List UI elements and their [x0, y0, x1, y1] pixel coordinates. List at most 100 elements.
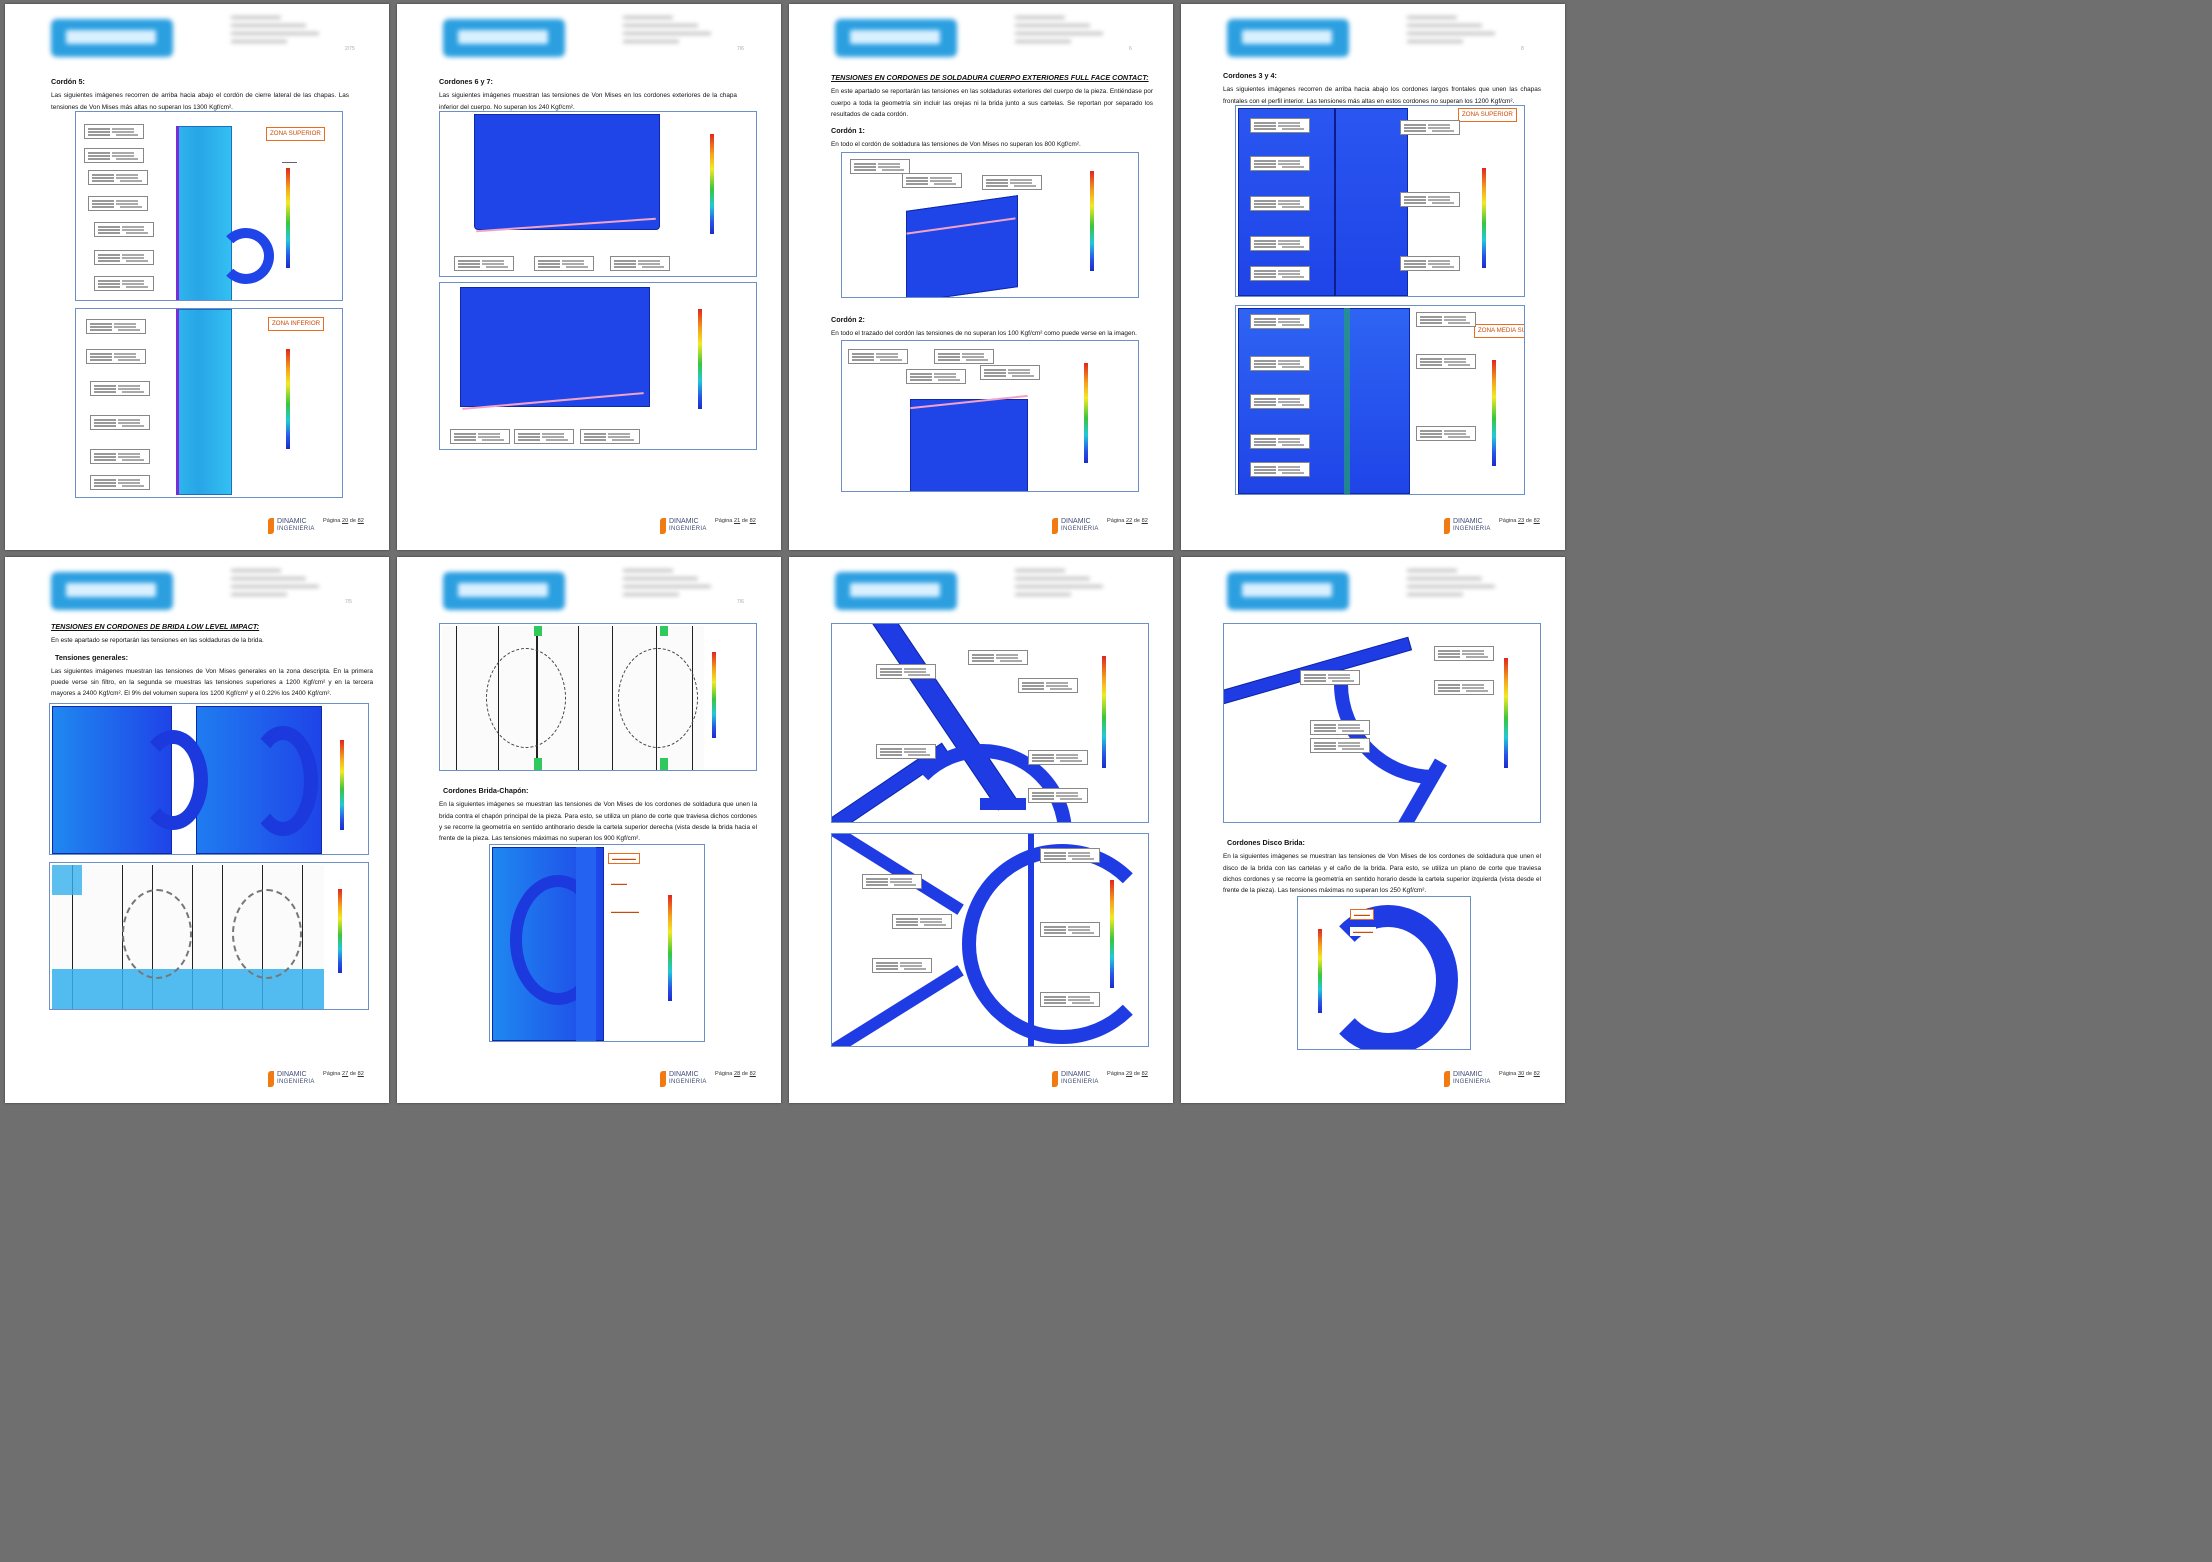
probe-label — [876, 664, 936, 679]
probe-label — [862, 874, 922, 889]
section-heading: Cordón 5: — [51, 77, 85, 86]
probe-label — [1250, 156, 1310, 171]
probe-label — [90, 381, 150, 396]
callout-label: ▬▬▬▬ — [1350, 909, 1374, 921]
callout-label: ▬▬▬▬▬▬▬ — [608, 907, 642, 917]
fea-figure-bottom[interactable]: ZONA MEDIA SUPERIOR — [1235, 305, 1525, 495]
header-page-ref: 7/6 — [737, 46, 744, 52]
company-logo — [1227, 572, 1349, 610]
company-logo — [51, 572, 173, 610]
callout-label: ▬▬▬▬ — [608, 879, 630, 889]
page-thumbnail[interactable]: 6 TENSIONES EN CORDONES DE SOLDADURA CUE… — [789, 4, 1173, 550]
probe-label — [1028, 788, 1088, 803]
fea-figure-top[interactable]: ZONA SUPERIOR — [1235, 105, 1525, 297]
flange-axis — [1028, 834, 1034, 1046]
section-heading: Cordones 6 y 7: — [439, 77, 493, 86]
probe-label — [1040, 848, 1100, 863]
fea-figure-disc[interactable]: ▬▬▬▬ ▬▬▬▬▬ — [1297, 896, 1471, 1050]
subsection-paragraph: Las siguientes imágenes muestran las ten… — [51, 667, 373, 698]
company-logo — [835, 19, 957, 57]
footer-company-sub: INGENIERIA — [669, 526, 707, 532]
fea-figure-bottom[interactable] — [841, 340, 1139, 492]
fea-figure-bottom[interactable]: ZONA INFERIOR — [75, 308, 343, 498]
flange-disc-mesh — [1318, 905, 1458, 1049]
callout-label: ▬▬▬▬▬ — [1350, 927, 1376, 937]
footer-page-number: Página 20 de 82 — [323, 518, 364, 524]
probe-label — [1250, 462, 1310, 477]
color-scale — [668, 895, 672, 1001]
section-paragraph: En este apartado se reportarán las tensi… — [831, 88, 1153, 118]
fea-figure-filtered[interactable] — [49, 862, 369, 1010]
fea-figure-wireframe[interactable] — [439, 623, 757, 771]
probe-label — [1040, 992, 1100, 1007]
probe-label — [1250, 196, 1310, 211]
probe-label — [1416, 426, 1476, 441]
blurred-header — [623, 16, 748, 56]
probe-label — [876, 744, 936, 759]
fea-figure-top[interactable] — [439, 111, 757, 277]
footer-company-sub: INGENIERIA — [669, 1079, 707, 1085]
probe-label — [1250, 394, 1310, 409]
probe-label — [94, 222, 154, 237]
fea-figure-unfiltered[interactable] — [49, 703, 369, 855]
footer-page-number: Página 29 de 82 — [1107, 1071, 1148, 1077]
weld-line — [1344, 308, 1350, 494]
document-thumbnail-grid: 2/75 Cordón 5: Las siguientes imágenes r… — [5, 4, 1565, 1103]
fea-figure-section[interactable]: ▬▬▬▬▬▬ ▬▬▬▬ ▬▬▬▬▬▬▬ — [489, 844, 705, 1042]
page-thumbnail[interactable]: 2/75 Cordón 5: Las siguientes imágenes r… — [5, 4, 389, 550]
color-scale — [698, 309, 702, 409]
color-scale — [710, 134, 714, 234]
gusset-mesh — [980, 798, 1026, 810]
color-scale — [1110, 880, 1114, 988]
wireframe-mesh — [442, 626, 704, 770]
footer-company-sub: INGENIERIA — [277, 1079, 315, 1085]
wireframe-mesh — [52, 865, 324, 1009]
footer-company: DINAMIC — [1061, 518, 1091, 525]
page-thumbnail[interactable]: 7/5 TENSIONES EN CORDONES DE BRIDA LOW L… — [5, 557, 389, 1103]
page-thumbnail[interactable]: DINAMIC INGENIERIA Página 29 de 82 — [789, 557, 1173, 1103]
probe-label — [1250, 236, 1310, 251]
subsection-heading: Cordón 1: — [831, 125, 865, 135]
page-thumbnail[interactable]: 7/6 Cordones Brida-Chapón: En la siguien… — [397, 557, 781, 1103]
color-scale — [338, 889, 342, 973]
company-logo — [443, 19, 565, 57]
probe-label — [1434, 646, 1494, 661]
footer-company-sub: INGENIERIA — [1061, 526, 1099, 532]
footer-page-number: Página 23 de 82 — [1499, 518, 1540, 524]
page-thumbnail[interactable]: 7/6 Cordones 6 y 7: Las siguientes imáge… — [397, 4, 781, 550]
page-footer: DINAMIC INGENIERIA Página 22 de 82 — [1052, 516, 1162, 536]
weld-line — [576, 847, 596, 1041]
blurred-header — [231, 16, 356, 56]
section-paragraph: Las siguientes imágenes recorren de arri… — [51, 92, 349, 111]
footer-company: DINAMIC — [669, 518, 699, 525]
probe-label — [1310, 738, 1370, 753]
dinamic-logo-icon — [660, 518, 666, 534]
fea-figure-top[interactable] — [841, 152, 1139, 298]
fea-figure-bottom[interactable] — [831, 833, 1149, 1047]
page-footer: DINAMIC INGENIERIA Página 23 de 82 — [1444, 516, 1554, 536]
subsection-heading: Cordón 2: — [831, 315, 865, 324]
header-page-ref: 6 — [1129, 46, 1132, 52]
probe-label — [94, 250, 154, 265]
color-scale — [1102, 656, 1106, 768]
probe-label — [1040, 922, 1100, 937]
probe-label — [906, 369, 966, 384]
fea-figure-bottom[interactable] — [439, 282, 757, 450]
fea-figure-top[interactable] — [831, 623, 1149, 823]
color-scale — [1084, 363, 1088, 463]
header-page-ref: 8 — [1521, 46, 1524, 52]
company-logo — [443, 572, 565, 610]
header-page-ref: 7/5 — [345, 599, 352, 605]
page-thumbnail[interactable]: 8 Cordones 3 y 4: Las siguientes imágene… — [1181, 4, 1565, 550]
fea-figure-top[interactable] — [1223, 623, 1541, 823]
page-footer: DINAMIC INGENIERIA Página 21 de 82 — [660, 516, 770, 536]
section-paragraph: En la siguientes imágenes se muestran la… — [1223, 853, 1541, 894]
dinamic-logo-icon — [268, 518, 274, 534]
dinamic-logo-icon — [1444, 518, 1450, 534]
section-paragraph: Las siguientes imágenes muestran las ten… — [439, 92, 737, 111]
scale-title: ▬▬▬▬▬ — [282, 160, 297, 164]
fea-figure-top[interactable]: ZONA SUPERIOR ▬▬▬▬▬ — [75, 111, 343, 301]
page-thumbnail[interactable]: Cordones Disco Brida: En la siguientes i… — [1181, 557, 1565, 1103]
probe-label — [1250, 356, 1310, 371]
header-page-ref: 7/6 — [737, 599, 744, 605]
